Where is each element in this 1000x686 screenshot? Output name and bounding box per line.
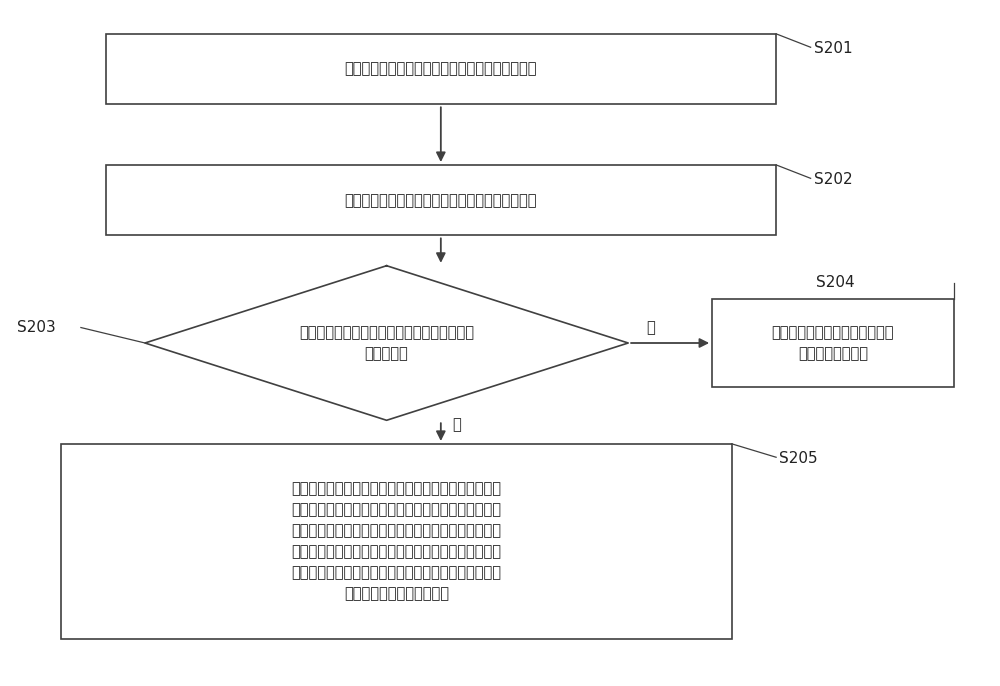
Text: S202: S202 (814, 172, 852, 187)
Text: S203: S203 (17, 320, 56, 335)
Text: 第一接口与所述第二接口连接不
匹配，并发出告警: 第一接口与所述第二接口连接不 匹配，并发出告警 (772, 325, 894, 361)
Text: S204: S204 (816, 275, 854, 290)
Text: 设置所述第一接口的推荐工作参数为第一工作参数: 设置所述第一接口的推荐工作参数为第一工作参数 (345, 62, 537, 77)
FancyBboxPatch shape (712, 299, 954, 387)
Text: 设置第一接口的推荐工作参数为第三工作参数，通过自
协商操作向所述第二接口发送第三工作参数，使得第二
设备通过第二接口接收到第三工作参数；并接收第二设
备通过第二: 设置第一接口的推荐工作参数为第三工作参数，通过自 协商操作向所述第二接口发送第三… (291, 482, 501, 601)
Text: S205: S205 (779, 451, 818, 466)
Text: 通过自协商操作获取所述第二接口的第二工作参数: 通过自协商操作获取所述第二接口的第二工作参数 (345, 193, 537, 208)
FancyBboxPatch shape (106, 34, 776, 104)
FancyBboxPatch shape (61, 444, 732, 639)
Text: 否: 否 (646, 320, 655, 335)
Text: S201: S201 (814, 41, 852, 56)
FancyBboxPatch shape (106, 165, 776, 235)
Text: 是: 是 (453, 416, 461, 431)
Polygon shape (145, 265, 628, 421)
Text: 判断获取的所述第二工作参数是否等于所述第
一工作参数: 判断获取的所述第二工作参数是否等于所述第 一工作参数 (299, 325, 474, 361)
